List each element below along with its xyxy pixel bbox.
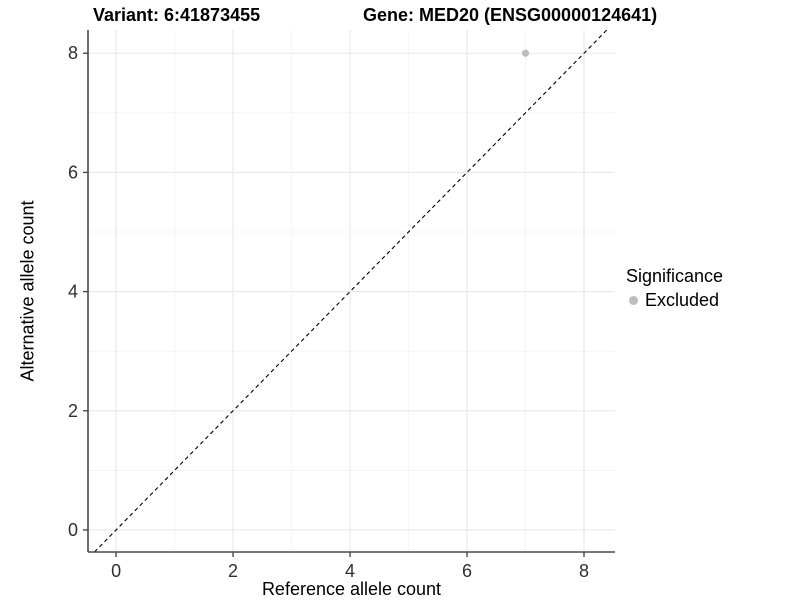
y-axis-title: Alternative allele count [17,200,38,382]
plot-title-gene: Gene: MED20 (ENSG00000124641) [363,5,658,25]
legend-title: Significance [626,266,724,286]
legend-item-excluded: Excluded [626,290,723,311]
legend-point-icon [629,296,638,305]
plot-title-variant: Variant: 6:41873455 [93,5,261,25]
x-tick-label: 8 [579,561,589,581]
y-tick-label: 0 [68,520,78,540]
legend: Significance Excluded [626,266,723,311]
grid-major [88,30,615,552]
y-tick-label: 2 [68,401,78,421]
axis-ticks: 0 2 4 6 8 0 2 4 6 8 [68,43,589,581]
x-tick-label: 4 [345,561,355,581]
x-tick-label: 0 [111,561,121,581]
x-tick-label: 6 [462,561,472,581]
legend-item-label: Excluded [645,290,720,310]
data-point [521,49,530,57]
x-tick-label: 2 [228,561,238,581]
panel-background [88,30,615,552]
x-axis-title: Reference allele count [261,579,442,599]
y-tick-label: 8 [68,43,78,63]
data-points [521,49,530,57]
y-tick-label: 6 [68,162,78,182]
grid-minor [88,30,615,552]
y-tick-label: 4 [68,282,78,302]
